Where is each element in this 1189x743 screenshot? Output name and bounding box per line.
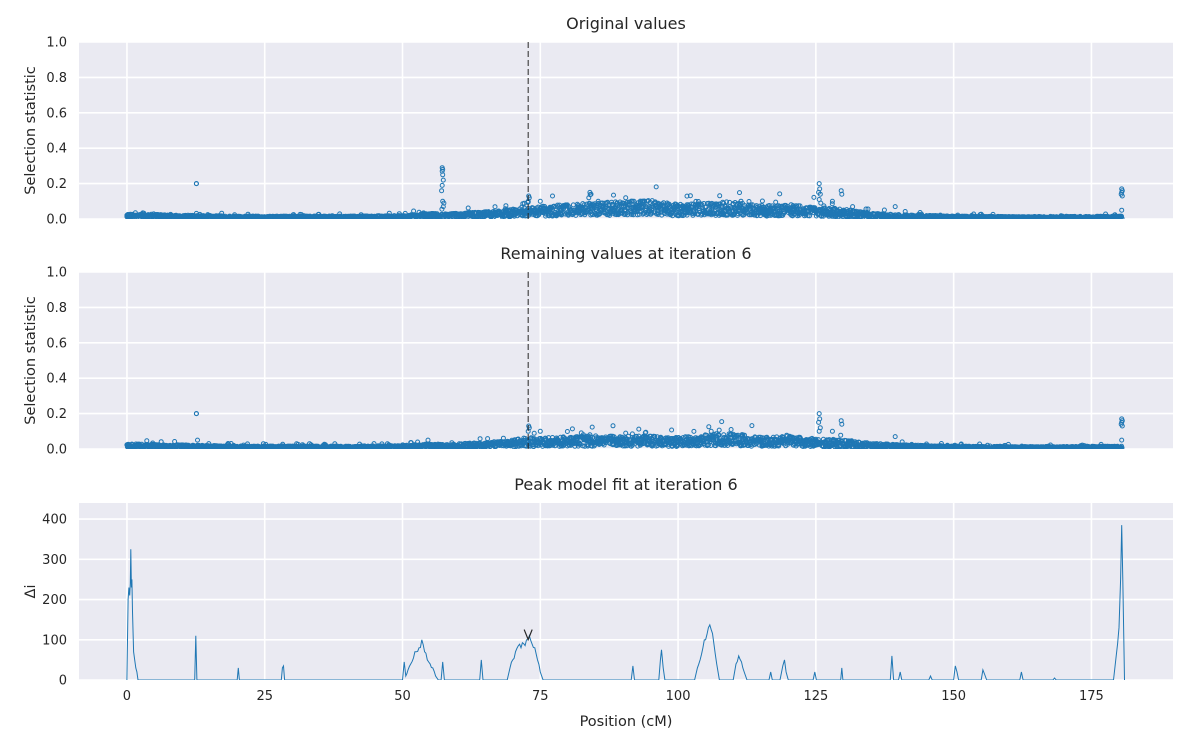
data-point [706, 424, 712, 430]
data-point [492, 204, 498, 210]
outlier-point [1119, 193, 1125, 199]
original-values-panel: 0.0 0.2 0.4 0.6 0.8 1.0 Original values Selecti… [23, 14, 1173, 228]
data-point [684, 193, 690, 199]
data-point [569, 426, 575, 432]
data-point [611, 192, 616, 198]
data-point [717, 193, 723, 199]
outlier-point [839, 191, 845, 197]
outlier-point [439, 188, 445, 194]
outlier-point [439, 182, 445, 188]
data-point [811, 194, 817, 200]
outlier-point [829, 198, 835, 204]
data-point [737, 190, 742, 196]
data-point [626, 202, 632, 208]
scatter-points [124, 411, 1125, 449]
y-tick-label: 0.6 [46, 106, 67, 121]
data-point [439, 206, 445, 212]
data-point [581, 202, 587, 208]
y-tick-label: 0.2 [46, 407, 67, 422]
outlier-point [440, 177, 446, 183]
outlier-point [639, 198, 645, 204]
outlier-point [193, 181, 199, 187]
y-tick-label: 0.6 [46, 336, 67, 351]
y-tick-label: 0.0 [46, 213, 67, 228]
outlier-point [586, 195, 592, 201]
data-point [477, 436, 483, 442]
y-tick-label: 0.4 [46, 142, 67, 157]
data-point [660, 203, 666, 208]
y-tick-label: 0.4 [46, 372, 67, 387]
outlier-point [892, 204, 898, 210]
data-point [531, 430, 537, 436]
data-point [865, 206, 871, 212]
y-axis-label: Selection statistic [23, 66, 39, 195]
data-point [550, 193, 555, 199]
outlier-point [816, 181, 822, 187]
data-point [1119, 215, 1125, 219]
y-tick-label: 0.8 [46, 71, 67, 86]
data-point [589, 424, 595, 430]
data-point [616, 212, 621, 218]
data-point [636, 426, 642, 432]
data-point [797, 203, 803, 209]
data-point [573, 212, 579, 218]
outlier-point [588, 191, 594, 197]
y-tick-label: 0.8 [46, 301, 67, 316]
data-point [687, 193, 693, 199]
y-tick-label: 0.0 [46, 443, 67, 458]
data-point [829, 201, 835, 207]
outlier-point [623, 195, 629, 201]
data-point [503, 203, 509, 209]
data-point [643, 429, 649, 435]
outlier-point [595, 198, 601, 204]
data-point [465, 205, 471, 211]
plot-content [124, 42, 1125, 219]
y-tick-label: 1.0 [46, 266, 67, 281]
outlier-point [537, 198, 543, 204]
data-point [629, 431, 635, 437]
data-point [759, 198, 765, 204]
outlier-point [818, 200, 824, 206]
data-point [692, 211, 698, 217]
data-point [691, 428, 697, 434]
y-tick-label: 0.2 [46, 177, 67, 192]
plot-area [79, 42, 1173, 219]
data-point [637, 208, 643, 214]
data-point [656, 210, 662, 216]
panel-title: Remaining values at iteration 6 [500, 244, 751, 263]
data-point [485, 436, 491, 442]
panel-title: Original values [566, 14, 686, 33]
data-point [564, 429, 570, 434]
scatter-points [124, 165, 1125, 219]
data-point [610, 423, 616, 429]
data-point [724, 199, 730, 205]
data-point [669, 427, 675, 433]
outlier-point [817, 191, 823, 197]
plot-area [79, 272, 1173, 449]
outlier-point [440, 172, 446, 178]
data-point [653, 184, 659, 190]
data-point [766, 203, 772, 208]
data-point [881, 207, 887, 213]
y-tick-label: 1.0 [46, 36, 67, 51]
outlier-point [1119, 207, 1125, 213]
data-point [649, 209, 655, 215]
data-point [172, 439, 178, 444]
data-point [777, 191, 783, 197]
plot-content [124, 272, 1125, 449]
y-axis-label: Selection statistic [23, 296, 39, 425]
data-point [716, 427, 722, 433]
outlier-point [440, 204, 446, 210]
remaining-values-panel: 0.0 0.2 0.4 0.6 0.8 1.0 Remaining values at it… [23, 244, 1173, 458]
